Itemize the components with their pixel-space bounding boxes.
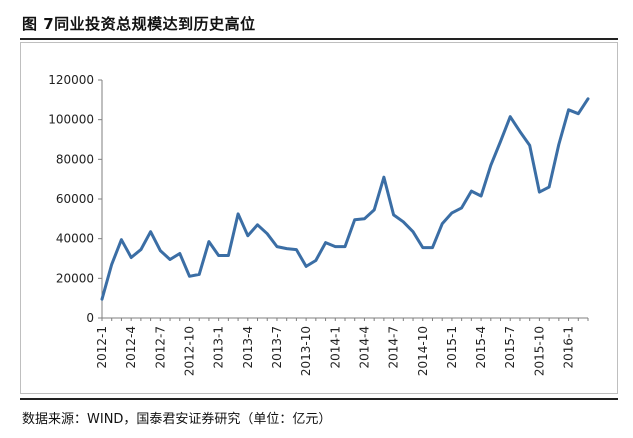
data-point: [207, 240, 211, 243]
data-point: [509, 115, 512, 118]
data-point: [382, 175, 386, 179]
data-point: [402, 220, 405, 224]
data-point: [295, 248, 298, 251]
data-point: [363, 217, 366, 221]
data-point: [372, 208, 376, 212]
data-point: [159, 249, 162, 252]
data-point: [567, 108, 570, 111]
x-tick-label: 2015-1: [445, 326, 459, 369]
data-point: [266, 232, 269, 235]
y-tick-label: 80000: [56, 152, 94, 166]
data-point: [324, 241, 327, 244]
data-point: [528, 144, 531, 147]
data-point: [411, 230, 415, 233]
data-point: [285, 247, 288, 250]
data-point: [470, 189, 473, 193]
chart-frame: 0 20000 40000 60000 80000 100000 120000 2012-1…: [20, 42, 618, 394]
x-tick-label: 2013-10: [299, 326, 313, 376]
data-point: [227, 254, 230, 257]
data-point: [577, 112, 580, 115]
x-tick-label: 2016-1: [562, 326, 576, 369]
data-point: [275, 245, 279, 248]
y-tick-label: 20000: [56, 271, 94, 285]
data-point: [110, 263, 113, 266]
y-tick-label: 100000: [48, 113, 94, 127]
title-rule: [20, 38, 618, 40]
data-point: [334, 245, 337, 248]
x-tick-label: 2014-4: [357, 326, 371, 369]
data-point: [198, 273, 201, 276]
x-axis: 2012-1 2012-4 2012-7 2012-10 2013-1 2013-4 201…: [95, 317, 589, 376]
data-point: [246, 234, 249, 237]
data-point: [178, 252, 181, 255]
data-point: [149, 230, 152, 233]
data-point: [518, 130, 522, 133]
data-point: [557, 143, 561, 146]
data-point: [547, 185, 551, 189]
data-point: [236, 212, 240, 216]
data-point: [431, 246, 434, 249]
series-layer: [100, 97, 590, 301]
x-tick-label: 2013-7: [270, 326, 284, 369]
x-tick-label: 2012-1: [95, 326, 109, 369]
x-tick-label: 2014-7: [387, 326, 401, 369]
x-tick-label: 2013-4: [241, 326, 255, 369]
y-tick-label: 60000: [56, 192, 94, 206]
data-point: [489, 164, 492, 167]
data-point: [353, 218, 356, 222]
data-point: [441, 222, 444, 225]
data-point: [343, 245, 347, 248]
data-point: [450, 211, 454, 215]
data-point: [499, 140, 502, 143]
y-tick-label: 120000: [48, 73, 94, 87]
data-point: [304, 265, 308, 268]
data-point: [129, 256, 133, 259]
data-point: [100, 297, 104, 301]
y-axis: 0 20000 40000 60000 80000 100000 120000: [48, 73, 103, 325]
line-chart: 0 20000 40000 60000 80000 100000 120000 2012-1…: [20, 42, 618, 394]
data-point: [586, 97, 590, 101]
series-line: [100, 97, 590, 301]
x-tick-label: 2014-10: [416, 326, 430, 376]
y-tick-label: 0: [86, 311, 94, 325]
figure-title: 图 7同业投资总规模达到历史高位: [22, 15, 256, 33]
chart-border: [20, 42, 618, 394]
data-point: [120, 238, 123, 241]
data-point: [188, 275, 191, 278]
x-tick-label: 2015-7: [503, 326, 517, 369]
x-tick-label: 2015-4: [474, 326, 488, 369]
data-point: [392, 213, 395, 217]
x-tick-label: 2012-7: [153, 326, 167, 369]
data-point: [139, 248, 143, 251]
y-tick-label: 40000: [56, 232, 94, 246]
x-tick-label: 2012-10: [182, 326, 196, 376]
data-point: [421, 246, 424, 249]
data-point: [256, 223, 259, 226]
x-tick-label: 2014-1: [328, 326, 342, 369]
source-rule: [20, 398, 618, 400]
data-point: [538, 190, 541, 194]
data-point: [168, 258, 172, 261]
data-point: [217, 254, 220, 257]
source-note: 数据来源：WIND，国泰君安证券研究（单位：亿元）: [22, 412, 332, 427]
data-point: [479, 194, 483, 198]
x-tick-label: 2013-1: [212, 326, 226, 369]
x-tick-label: 2012-4: [124, 326, 138, 369]
data-point: [460, 206, 463, 210]
x-tick-label: 2015-10: [532, 326, 546, 376]
data-point: [314, 259, 318, 262]
